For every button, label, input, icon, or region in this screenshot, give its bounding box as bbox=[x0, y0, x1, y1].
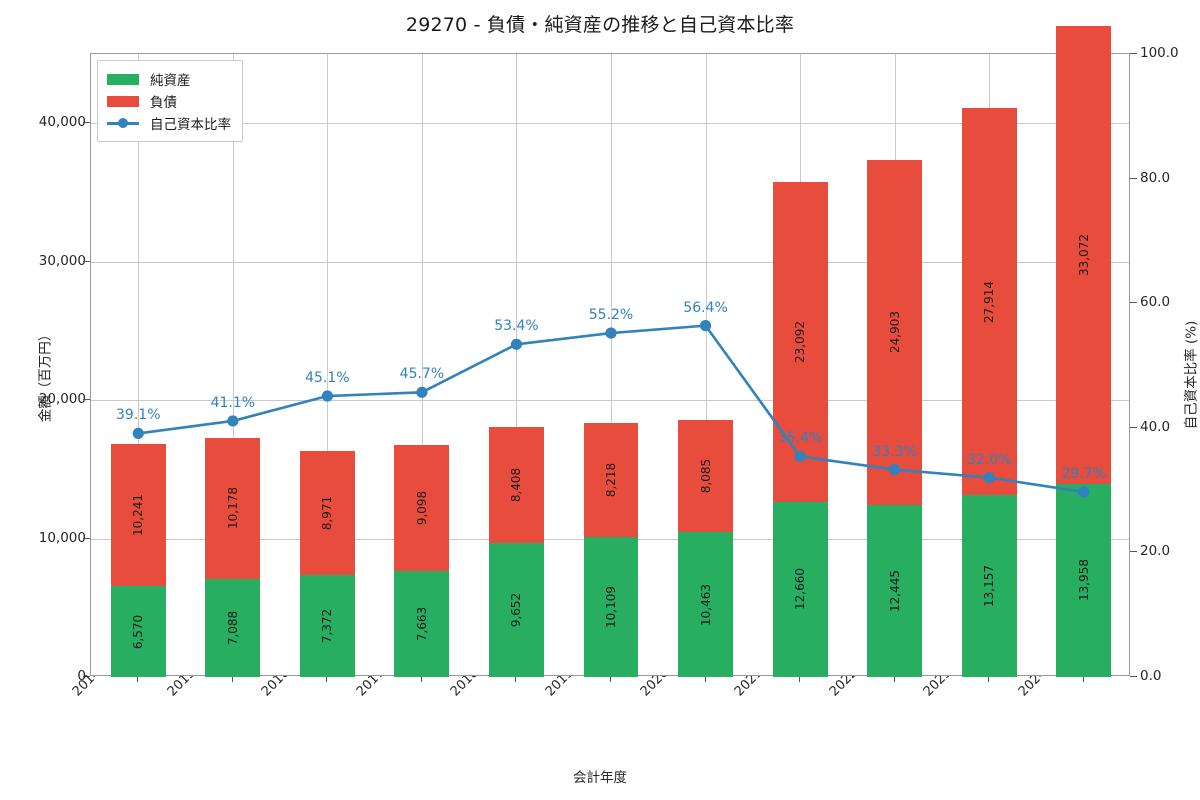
bar-segment-equity[interactable]: 7,372 bbox=[299, 574, 355, 677]
y-axis-tick-label-secondary: 60.0 bbox=[1140, 294, 1171, 311]
y-axis-tick-mark-secondary bbox=[1130, 53, 1137, 54]
bar-segment-liabilities[interactable]: 9,098 bbox=[394, 444, 450, 571]
bar-segment-equity[interactable]: 7,088 bbox=[205, 578, 261, 677]
bar-segment-liabilities[interactable]: 8,408 bbox=[489, 426, 544, 544]
bar-segment-equity[interactable]: 10,463 bbox=[678, 532, 733, 677]
bar-value-label: 8,971 bbox=[320, 495, 335, 531]
bar-segment-equity[interactable]: 9,652 bbox=[489, 543, 544, 677]
y-axis-tick-label-primary: 30,000 bbox=[38, 252, 86, 269]
bar-value-label: 10,178 bbox=[225, 487, 240, 530]
legend-swatch-icon bbox=[107, 95, 139, 107]
bar-value-label: 10,241 bbox=[131, 494, 146, 537]
bar-value-label: 6,570 bbox=[131, 614, 146, 649]
bar-value-label: 8,218 bbox=[603, 462, 618, 498]
legend-item-3[interactable]: 自己資本比率 bbox=[107, 112, 231, 134]
bar-segment-equity[interactable]: 13,958 bbox=[1056, 483, 1112, 677]
legend-item-2[interactable]: 負債 bbox=[107, 90, 231, 112]
bar-value-label: 9,098 bbox=[414, 490, 429, 526]
legend-swatch-icon bbox=[107, 73, 139, 85]
bar-segment-liabilities[interactable]: 8,971 bbox=[299, 450, 355, 575]
y-axis-tick-mark-primary bbox=[83, 537, 90, 539]
y-axis-tick-mark-secondary bbox=[1130, 426, 1137, 428]
legend-line-marker-icon bbox=[107, 117, 139, 129]
bar-segment-equity[interactable]: 10,109 bbox=[583, 537, 639, 677]
bar-segment-equity[interactable]: 13,157 bbox=[961, 494, 1017, 677]
y-axis-tick-label-primary: 10,000 bbox=[38, 529, 86, 546]
bar-value-label: 10,463 bbox=[698, 583, 713, 626]
legend-label: 自己資本比率 bbox=[150, 117, 231, 133]
x-axis-tick-mark bbox=[231, 676, 233, 682]
y-axis-tick-mark-primary bbox=[83, 260, 90, 262]
y-axis-label-secondary: 自己資本比率 (%) bbox=[1183, 320, 1200, 430]
x-axis-tick-mark bbox=[610, 676, 611, 682]
y-axis-tick-mark-secondary bbox=[1130, 177, 1137, 179]
y-axis-tick-label-secondary: 80.0 bbox=[1140, 169, 1171, 186]
bar-value-label: 7,088 bbox=[225, 610, 240, 646]
y-axis-tick-label-secondary: 0.0 bbox=[1140, 668, 1162, 684]
bar-value-label: 13,157 bbox=[982, 564, 997, 607]
x-axis-label: 会計年度 bbox=[573, 770, 627, 786]
y-axis-tick-label-primary: 0 bbox=[77, 668, 86, 684]
bar-segment-liabilities[interactable]: 23,092 bbox=[772, 182, 828, 502]
y-axis-tick-mark-primary bbox=[83, 676, 90, 677]
bar-segment-liabilities[interactable]: 8,218 bbox=[583, 423, 639, 538]
bar-value-label: 24,903 bbox=[887, 311, 902, 354]
gridline-horizontal bbox=[91, 123, 1129, 125]
x-axis-tick-mark bbox=[420, 676, 422, 682]
bar-segment-liabilities[interactable]: 33,072 bbox=[1056, 25, 1112, 484]
bar-segment-liabilities[interactable]: 27,914 bbox=[961, 108, 1017, 495]
bar-segment-liabilities[interactable]: 24,903 bbox=[867, 159, 923, 505]
bar-value-label: 23,092 bbox=[793, 320, 808, 363]
y-axis-tick-mark-secondary bbox=[1130, 302, 1137, 304]
bar-value-label: 27,914 bbox=[982, 280, 997, 323]
y-axis-tick-label-secondary: 100.0 bbox=[1140, 45, 1179, 61]
legend-item-1[interactable]: 純資産 bbox=[107, 68, 231, 90]
bar-segment-equity[interactable]: 12,660 bbox=[772, 501, 828, 677]
y-axis-tick-label-primary: 20,000 bbox=[38, 391, 86, 408]
x-axis-tick-mark bbox=[515, 676, 517, 682]
x-axis-tick-mark bbox=[799, 676, 801, 682]
bar-value-label: 9,652 bbox=[509, 592, 524, 628]
bar-value-label: 33,072 bbox=[1076, 233, 1091, 276]
bar-value-label: 8,085 bbox=[698, 458, 713, 494]
y-axis-tick-mark-primary bbox=[83, 399, 90, 401]
legend-label: 純資産 bbox=[150, 73, 191, 89]
x-axis-tick-mark bbox=[704, 676, 706, 682]
legend-label: 負債 bbox=[150, 95, 177, 111]
bar-segment-liabilities[interactable]: 8,085 bbox=[678, 420, 733, 533]
bar-value-label: 7,372 bbox=[320, 608, 335, 644]
gridline-horizontal bbox=[91, 261, 1129, 263]
x-axis-tick-mark bbox=[326, 676, 328, 682]
bar-segment-equity[interactable]: 12,445 bbox=[867, 504, 923, 677]
bar-value-label: 7,663 bbox=[414, 606, 429, 642]
x-axis-tick-mark bbox=[893, 676, 895, 682]
y-axis-tick-mark-secondary bbox=[1130, 676, 1137, 677]
plot-area: 6,570 10,241 7,088 10,178 7,372 8,971 7,663 9,0… bbox=[90, 25, 1130, 677]
bar-value-label: 8,408 bbox=[509, 467, 524, 503]
y-axis-tick-mark-primary bbox=[83, 122, 90, 124]
legend-dot-icon bbox=[118, 118, 128, 128]
bar-segment-equity[interactable]: 7,663 bbox=[394, 570, 450, 677]
x-axis-tick-mark bbox=[988, 676, 990, 682]
x-axis-tick-mark bbox=[1082, 676, 1084, 682]
bar-value-label: 13,958 bbox=[1076, 559, 1091, 602]
y-axis-tick-label-secondary: 20.0 bbox=[1140, 543, 1171, 560]
bar-segment-liabilities[interactable]: 10,178 bbox=[205, 437, 261, 579]
bar-segment-liabilities[interactable]: 10,241 bbox=[110, 444, 166, 587]
y-axis-label-primary: 金額（百万円） bbox=[37, 327, 54, 423]
bar-value-label: 12,660 bbox=[793, 568, 808, 611]
y-axis-tick-label-primary: 40,000 bbox=[38, 114, 86, 131]
bar-value-label: 12,445 bbox=[887, 569, 902, 612]
legend: 純資産負債自己資本比率 bbox=[97, 60, 243, 142]
bar-segment-equity[interactable]: 6,570 bbox=[110, 586, 166, 677]
y-axis-tick-label-secondary: 40.0 bbox=[1140, 418, 1171, 435]
page-title: 29270 - 負債・純資産の推移と自己資本比率 bbox=[405, 14, 795, 36]
y-axis-tick-mark-secondary bbox=[1130, 551, 1137, 553]
x-axis-tick-mark bbox=[137, 676, 139, 682]
bar-value-label: 10,109 bbox=[603, 586, 618, 628]
